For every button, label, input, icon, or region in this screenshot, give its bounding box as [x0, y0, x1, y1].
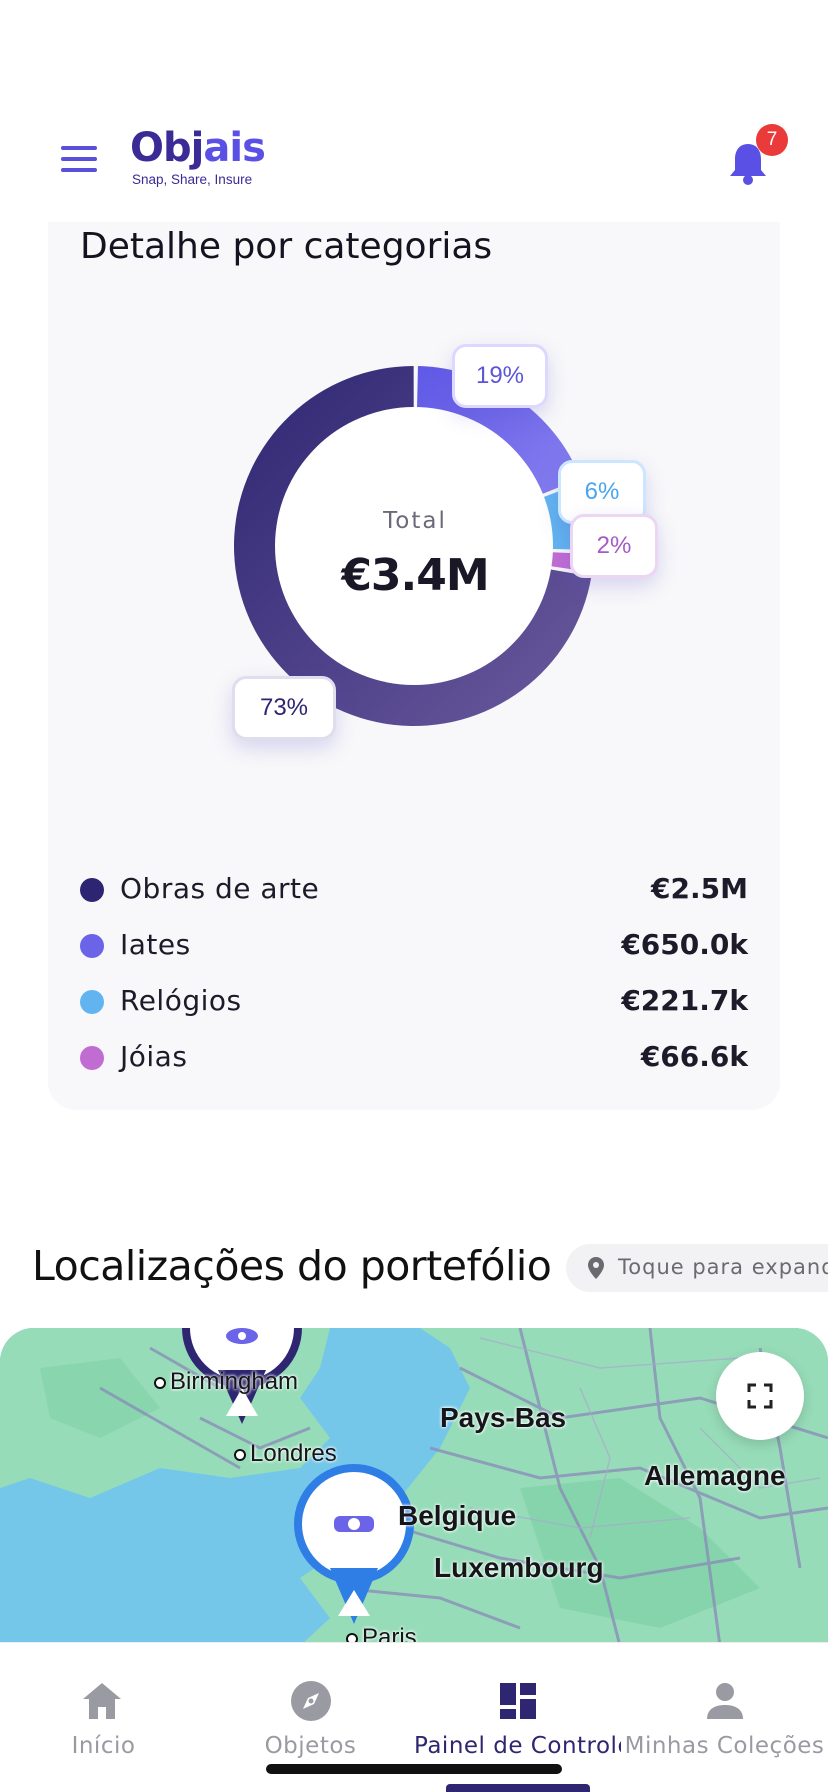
legend-name: Relógios: [120, 984, 242, 1017]
map-city-paris: Paris: [346, 1624, 417, 1646]
legend-value: €650.0k: [621, 928, 748, 961]
expand-hint-text: Toque para expandir: [618, 1255, 828, 1279]
app-header: Objais Snap, Share, Insure 7: [0, 0, 828, 222]
city-dot: [154, 1376, 166, 1389]
map-base: [0, 1328, 828, 1646]
nav-item-objetos[interactable]: Objetos: [207, 1643, 414, 1759]
map-marker-dark[interactable]: [182, 1328, 302, 1424]
category-card-title: Detalhe por categorias: [80, 226, 493, 267]
hamburger-line: [61, 146, 97, 150]
legend-row-joias[interactable]: Jóias €66.6k: [80, 1030, 748, 1086]
notification-badge: 7: [756, 124, 788, 156]
nav-item-painel[interactable]: Painel de Controlo: [414, 1643, 621, 1759]
home-indicator: [266, 1764, 562, 1774]
map-city-londres: Londres: [234, 1440, 337, 1468]
menu-button[interactable]: [58, 146, 100, 174]
app-logo: Objais Snap, Share, Insure: [130, 126, 280, 192]
logo-tagline: Snap, Share, Insure: [132, 172, 253, 187]
legend-name: Obras de arte: [120, 872, 320, 905]
percent-label-relogios: 6%: [558, 460, 646, 524]
legend-row-relogios[interactable]: Relógios €221.7k: [80, 974, 748, 1030]
nav-label: Início: [71, 1733, 136, 1759]
expand-hint-chip[interactable]: Toque para expandir: [566, 1244, 828, 1292]
legend-dot: [80, 1046, 104, 1070]
category-legend: Obras de arte €2.5M Iates €650.0k Relógi…: [80, 862, 748, 1086]
legend-row-iates[interactable]: Iates €650.0k: [80, 918, 748, 974]
map-country-belgique: Belgique: [398, 1500, 517, 1531]
legend-dot: [80, 990, 104, 1014]
map-fullscreen-button[interactable]: [716, 1352, 804, 1440]
percent-label-iates: 19%: [452, 344, 548, 408]
hamburger-line: [61, 168, 97, 172]
legend-value: €66.6k: [640, 1040, 748, 1073]
donut-total-label: Total: [383, 508, 447, 534]
map-country-pays-bas: Pays-Bas: [440, 1402, 567, 1433]
donut-total-value: €3.4M: [341, 550, 489, 601]
nav-label: Painel de Controlo: [414, 1733, 621, 1759]
compass-icon: [291, 1681, 331, 1721]
legend-row-obras[interactable]: Obras de arte €2.5M: [80, 862, 748, 918]
active-tab-indicator: [446, 1784, 590, 1792]
portfolio-map[interactable]: Birmingham Londres Pays-Bas Allemagne Be…: [0, 1328, 828, 1646]
map-country-allemagne: Allemagne: [644, 1460, 786, 1491]
nav-item-minhas-colecoes[interactable]: Minhas Coleções: [621, 1643, 828, 1759]
legend-value: €221.7k: [621, 984, 748, 1017]
percent-label-obras: 73%: [232, 676, 336, 740]
legend-dot: [80, 878, 104, 902]
legend-dot: [80, 934, 104, 958]
legend-name: Jóias: [120, 1040, 188, 1073]
hamburger-line: [61, 157, 97, 161]
person-icon: [707, 1683, 743, 1719]
percent-label-joias: 2%: [570, 514, 658, 578]
category-donut-chart: [234, 366, 594, 726]
dashboard-icon: [500, 1683, 536, 1719]
legend-value: €2.5M: [651, 872, 748, 905]
location-pin-icon: [588, 1257, 604, 1279]
notifications-bell-icon[interactable]: [728, 140, 768, 186]
map-marker-blue[interactable]: [294, 1464, 414, 1624]
donut-hole: [275, 407, 553, 685]
nav-label: Objetos: [264, 1733, 357, 1759]
legend-name: Iates: [120, 928, 191, 961]
city-dot: [234, 1448, 246, 1461]
map-city-birmingham: Birmingham: [154, 1368, 298, 1396]
nav-item-inicio[interactable]: Início: [0, 1643, 207, 1759]
fullscreen-icon: [747, 1383, 773, 1409]
map-country-luxembourg: Luxembourg: [434, 1552, 604, 1583]
locations-title: Localizações do portefólio: [32, 1242, 552, 1290]
nav-label: Minhas Coleções: [624, 1733, 825, 1759]
logo-wordmark: Objais: [130, 125, 266, 171]
home-icon: [83, 1683, 121, 1719]
